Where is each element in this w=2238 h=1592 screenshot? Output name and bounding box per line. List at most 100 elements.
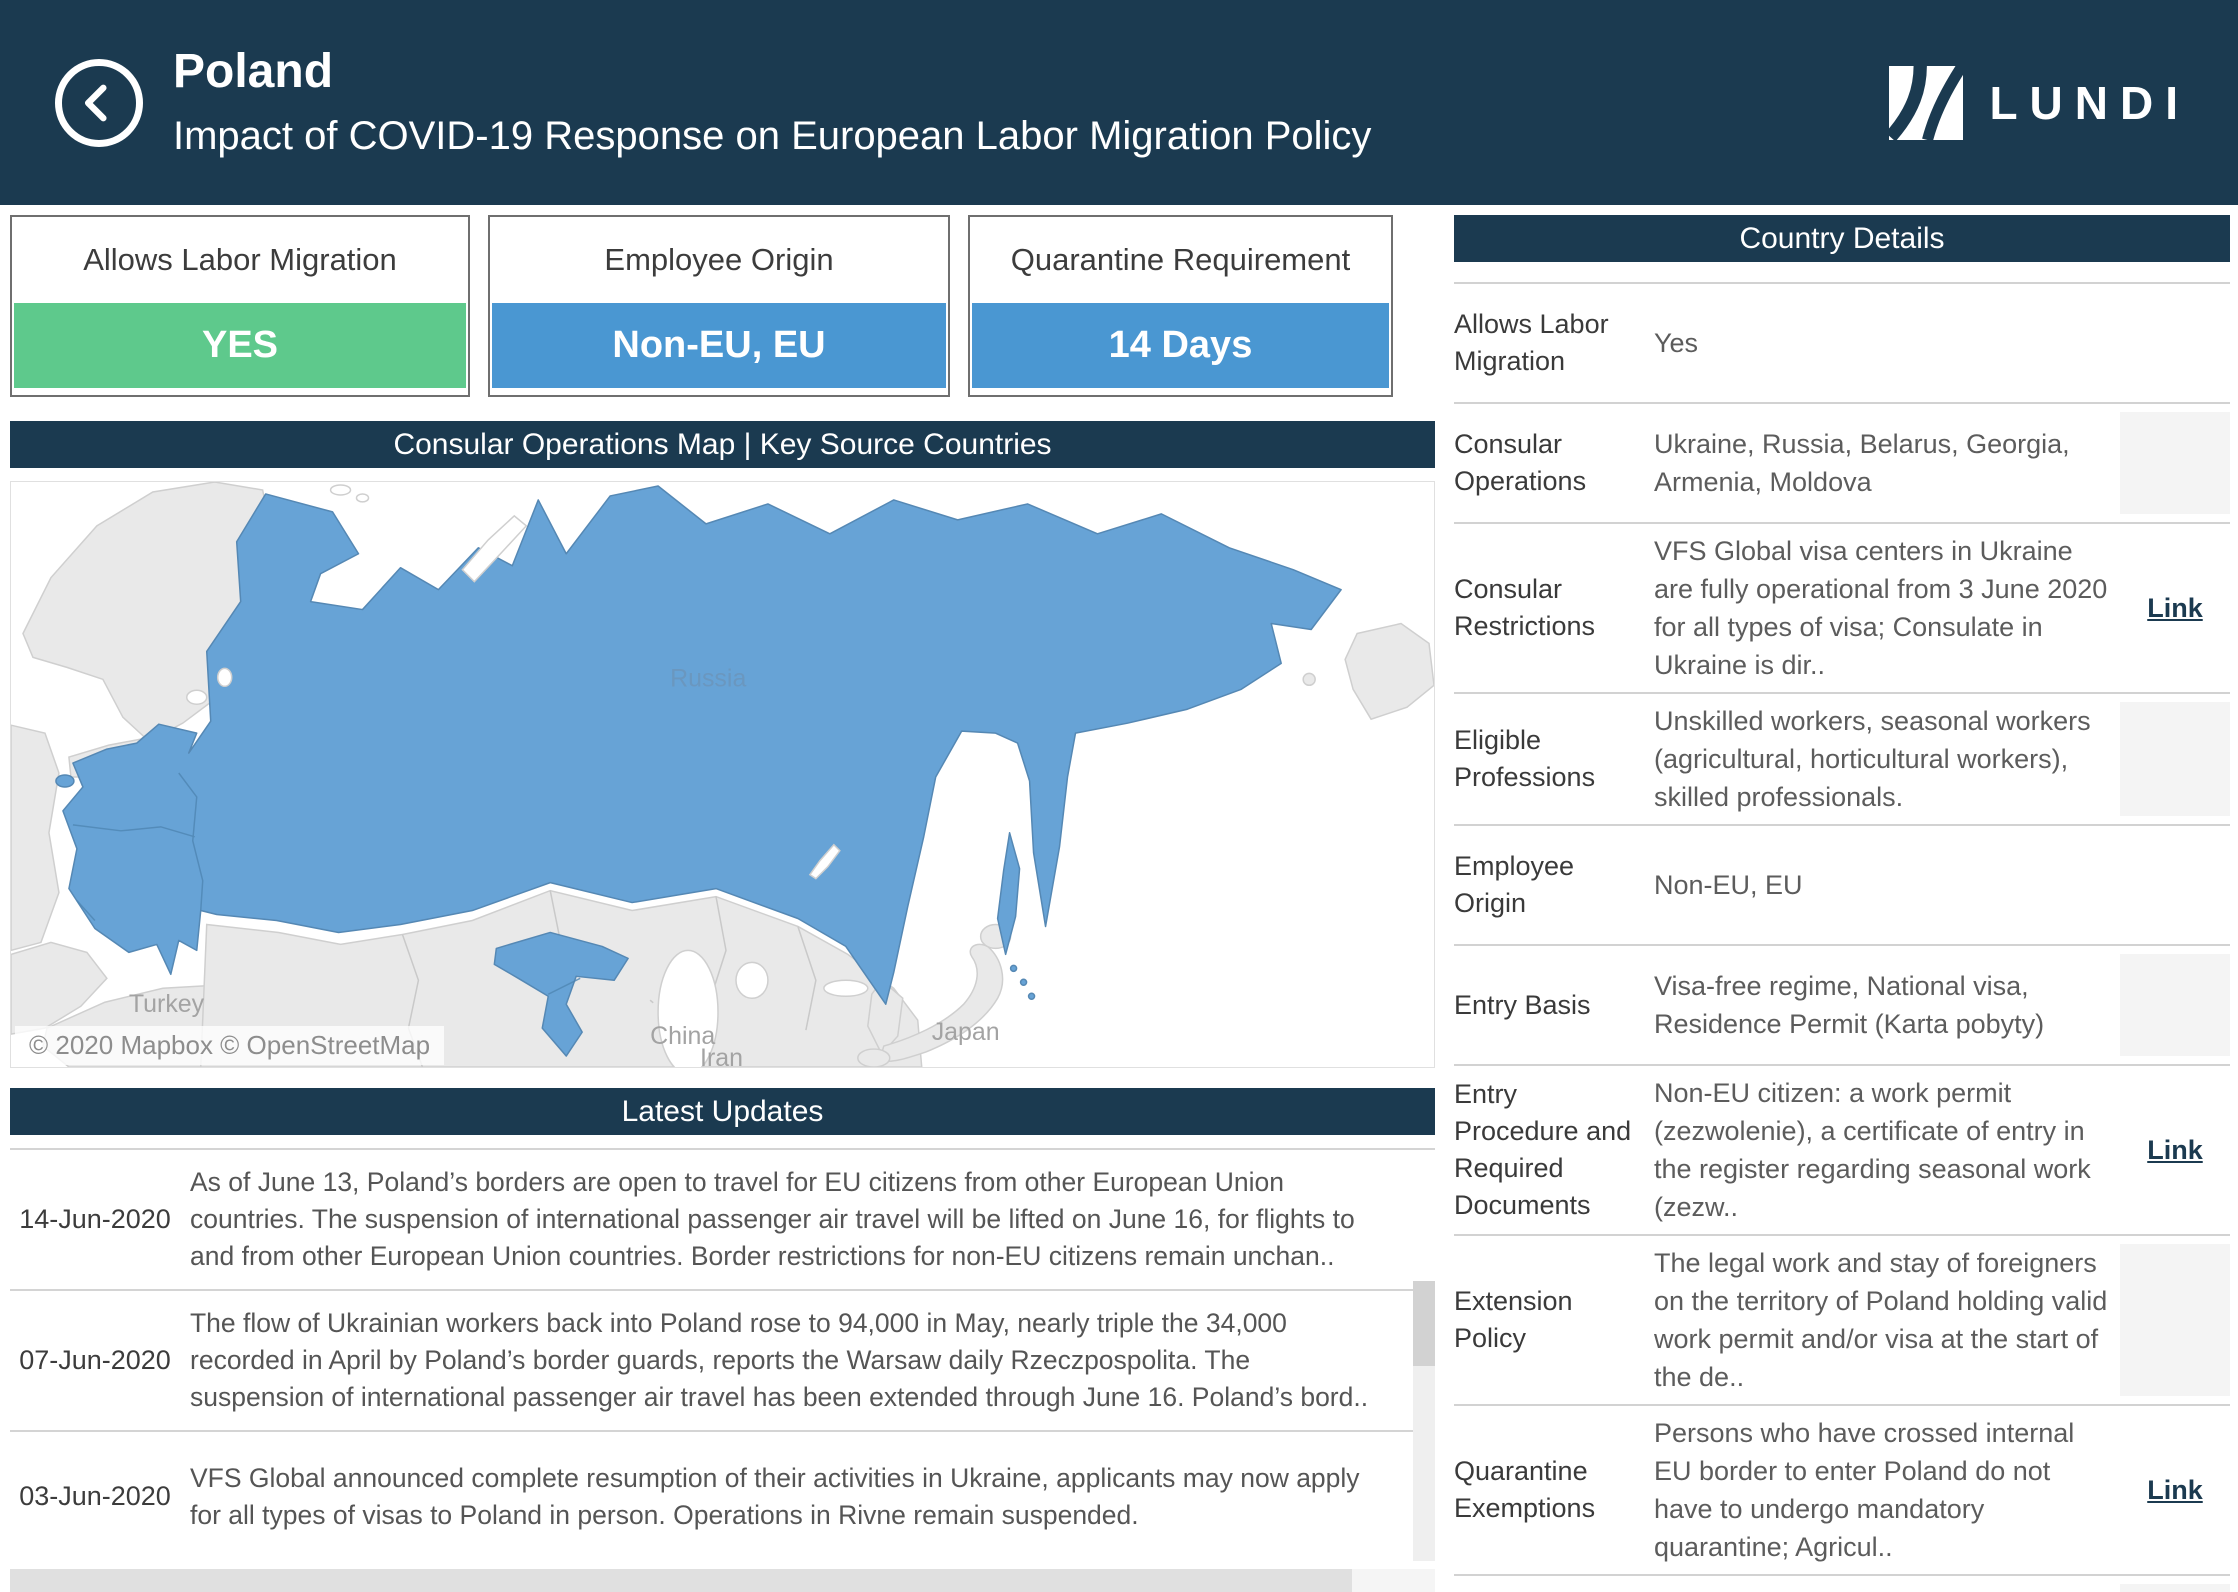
kpi-value: Non-EU, EU (492, 303, 946, 388)
table-row: Eligible Professions Unskilled workers, … (1454, 692, 2230, 824)
lundi-logo: LUNDI (1889, 65, 2190, 140)
table-row: Quarantine Requirement 14 Days Link (1454, 1574, 2230, 1592)
map-island-novaya-zemlya (461, 514, 528, 583)
table-row: Consular Restrictions VFS Global visa ce… (1454, 522, 2230, 692)
update-row[interactable]: 03-Jun-2020 VFS Global announced complet… (10, 1430, 1435, 1561)
map-label-china: China (650, 1022, 715, 1050)
map-lake-onega (216, 667, 233, 688)
table-row: Quarantine Exemptions Persons who have c… (1454, 1404, 2230, 1574)
kpi-label: Quarantine Requirement (1010, 242, 1351, 277)
updates-horizontal-scrollbar[interactable] (10, 1569, 1435, 1592)
row-label: Eligible Professions (1454, 725, 1596, 792)
table-row: Employee Origin Non-EU, EU (1454, 824, 2230, 944)
map-lake-aral (735, 961, 769, 999)
row-label: Quarantine Exemptions (1454, 1456, 1596, 1523)
update-text: As of June 13, Poland’s borders are open… (190, 1167, 1355, 1271)
row-value: Non-EU citizen: a work permit (zezwoleni… (1654, 1078, 2091, 1222)
row-value: VFS Global visa centers in Ukraine are f… (1654, 536, 2108, 680)
row-label: Employee Origin (1454, 851, 1575, 918)
kpi-card-employee-origin: Employee Origin Non-EU, EU (488, 215, 950, 397)
kpi-value: 14 Days (972, 303, 1389, 388)
link-cell (2120, 412, 2230, 514)
map-label-japan: Japan (932, 1018, 1000, 1046)
map-canvas[interactable]: Russia Turkey China Japan Iran (11, 482, 1434, 1067)
map-country-russia-ukraine-belarus[interactable] (62, 485, 1342, 1005)
map-attribution[interactable]: © 2020 Mapbox © OpenStreetMap (15, 1026, 445, 1065)
table-row: Entry Procedure and Required Documents N… (1454, 1064, 2230, 1234)
kpi-card-allows-labor-migration: Allows Labor Migration YES (10, 215, 470, 397)
map-island-svalbard (355, 493, 370, 503)
app-header: Poland Impact of COVID-19 Response on Eu… (0, 0, 2238, 205)
back-chevron-icon (84, 84, 107, 121)
map-label-russia: Russia (670, 664, 746, 692)
map-label-iran: Iran (700, 1044, 743, 1067)
page-subtitle: Impact of COVID-19 Response on European … (173, 114, 1372, 159)
scrollbar-thumb[interactable] (10, 1569, 1352, 1592)
row-label: Allows Labor Migration (1454, 309, 1609, 376)
row-label: Consular Restrictions (1454, 574, 1596, 641)
row-value: Ukraine, Russia, Belarus, Georgia, Armen… (1654, 429, 2070, 497)
row-label: Entry Basis (1454, 989, 1591, 1020)
map-land-kyushu (857, 1048, 891, 1067)
map-country-sakhalin[interactable] (996, 832, 1021, 956)
kpi-card-quarantine-requirement: Quarantine Requirement 14 Days (968, 215, 1393, 397)
header-titles: Poland Impact of COVID-19 Response on Eu… (173, 44, 1372, 160)
page-title: Poland (173, 44, 334, 98)
map-land-alaska (1344, 622, 1434, 721)
updates-vertical-scrollbar[interactable] (1413, 1281, 1435, 1561)
row-value: Unskilled workers, seasonal workers (agr… (1654, 706, 2091, 812)
row-label: Consular Operations (1454, 429, 1587, 496)
map-lake-balkhash (823, 979, 869, 997)
update-row[interactable]: 07-Jun-2020 The flow of Ukrainian worker… (10, 1289, 1435, 1430)
row-label: Entry Procedure and Required Documents (1454, 1079, 1632, 1220)
row-value: Non-EU, EU (1654, 870, 1803, 900)
map-country-kaliningrad[interactable] (55, 774, 75, 788)
entry-procedure-link[interactable]: Link (2147, 1134, 2203, 1165)
link-cell: Link (2120, 1414, 2230, 1566)
consular-operations-map[interactable]: Russia Turkey China Japan Iran © 2020 Ma… (10, 481, 1435, 1068)
map-lake-ladoga (186, 689, 208, 705)
map-land-europe (11, 724, 60, 952)
link-cell: Link (2120, 1584, 2230, 1592)
country-details-panel: Country Details Allows Labor Migration Y… (1442, 205, 2238, 1592)
link-cell: Link (2120, 1074, 2230, 1226)
lundi-logo-icon (1889, 65, 1964, 140)
map-lake-baikal (808, 843, 841, 880)
map-island-svalbard (329, 484, 352, 496)
map-lake-caspian (657, 949, 719, 1067)
updates-section-title: Latest Updates (10, 1088, 1435, 1135)
link-cell (2120, 1244, 2230, 1396)
country-details-table: Allows Labor Migration Yes Consular Oper… (1454, 282, 2230, 1592)
link-cell (2120, 702, 2230, 816)
scrollbar-thumb[interactable] (1413, 1281, 1435, 1366)
map-label-turkey: Turkey (129, 990, 205, 1018)
update-date: 07-Jun-2020 (19, 1345, 171, 1375)
link-cell: Link (2120, 532, 2230, 684)
back-button[interactable] (55, 58, 143, 147)
kpi-label: Allows Labor Migration (83, 242, 397, 277)
table-row: Allows Labor Migration Yes (1454, 282, 2230, 402)
row-value: Persons who have crossed internal EU bor… (1654, 1418, 2075, 1562)
table-row: Consular Operations Ukraine, Russia, Bel… (1454, 402, 2230, 522)
table-row: Extension Policy The legal work and stay… (1454, 1234, 2230, 1404)
map-country-georgia-armenia[interactable] (493, 931, 629, 1057)
link-cell (2120, 954, 2230, 1056)
kpi-value: YES (14, 303, 466, 388)
row-value: Yes (1654, 328, 1699, 358)
latest-updates-list: 14-Jun-2020 As of June 13, Poland’s bord… (10, 1148, 1435, 1561)
update-date: 14-Jun-2020 (19, 1204, 171, 1234)
consular-restrictions-link[interactable]: Link (2147, 592, 2203, 623)
link-cell (2120, 292, 2230, 394)
quarantine-exemptions-link[interactable]: Link (2147, 1474, 2203, 1505)
map-island (1302, 672, 1316, 687)
country-details-title: Country Details (1454, 215, 2230, 262)
left-column: Allows Labor Migration YES Employee Orig… (0, 205, 1442, 1592)
row-value: The legal work and stay of foreigners on… (1654, 1248, 2108, 1392)
row-label: Extension Policy (1454, 1286, 1573, 1353)
kpi-label: Employee Origin (604, 242, 834, 277)
update-row[interactable]: 14-Jun-2020 As of June 13, Poland’s bord… (10, 1148, 1435, 1289)
update-date: 03-Jun-2020 (19, 1481, 171, 1511)
map-section-title: Consular Operations Map | Key Source Cou… (10, 421, 1435, 468)
row-value: Visa-free regime, National visa, Residen… (1654, 971, 2045, 1039)
update-text: VFS Global announced complete resumption… (190, 1462, 1360, 1530)
